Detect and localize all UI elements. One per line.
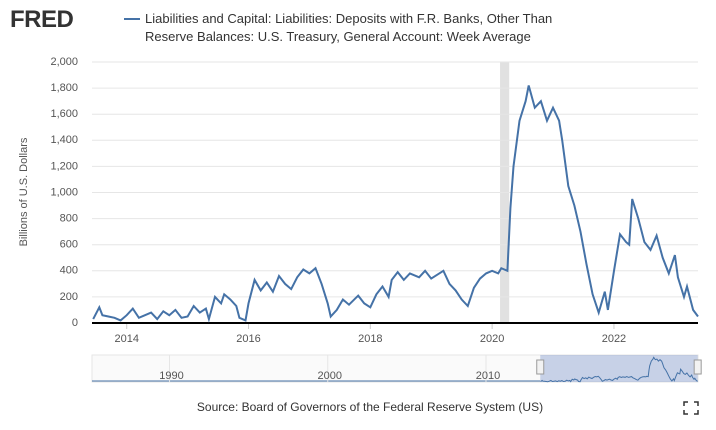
navigator-handle[interactable]	[536, 359, 545, 375]
navigator-handle[interactable]	[693, 359, 702, 375]
y-tick-label: 1,200	[50, 160, 78, 172]
y-tick-label: 800	[60, 213, 78, 225]
fullscreen-icon[interactable]	[683, 401, 699, 415]
y-axis-label: Billions of U.S. Dollars	[18, 137, 30, 246]
navigator-line	[540, 356, 698, 383]
y-tick-label: 1,600	[50, 108, 78, 120]
x-tick-label: 2022	[602, 333, 626, 345]
x-tick-label: 2020	[480, 333, 504, 345]
navigator-bg	[91, 354, 699, 383]
source: Source: Board of Governors of the Federa…	[197, 400, 543, 414]
navigator-tick-label: 1990	[159, 370, 183, 382]
logo[interactable]: FRED	[10, 6, 74, 33]
y-tick-label: 0	[72, 317, 78, 329]
navigator-tick-label: 2010	[476, 370, 500, 382]
y-tick-label: 600	[60, 239, 78, 251]
y-tick-label: 200	[60, 291, 78, 303]
y-tick-label: 1,400	[50, 134, 78, 146]
y-tick-label: 2,000	[50, 56, 78, 68]
legend-swatch	[124, 18, 140, 20]
x-tick-label: 2018	[358, 333, 382, 345]
x-tick-label: 2016	[236, 333, 260, 345]
y-tick-label: 1,000	[50, 186, 78, 198]
series-line	[92, 85, 699, 323]
navigator-tick-label: 2000	[318, 370, 342, 382]
chart-title: Liabilities and Capital: Liabilities: De…	[145, 11, 553, 44]
y-tick-label: 400	[60, 265, 78, 277]
x-tick-label: 2014	[114, 333, 138, 345]
navigator-selection	[540, 355, 698, 382]
y-tick-label: 1,800	[50, 82, 78, 94]
